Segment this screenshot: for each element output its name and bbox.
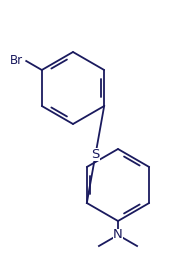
Text: Br: Br (10, 55, 23, 68)
Text: N: N (113, 228, 123, 241)
Text: S: S (91, 148, 100, 161)
